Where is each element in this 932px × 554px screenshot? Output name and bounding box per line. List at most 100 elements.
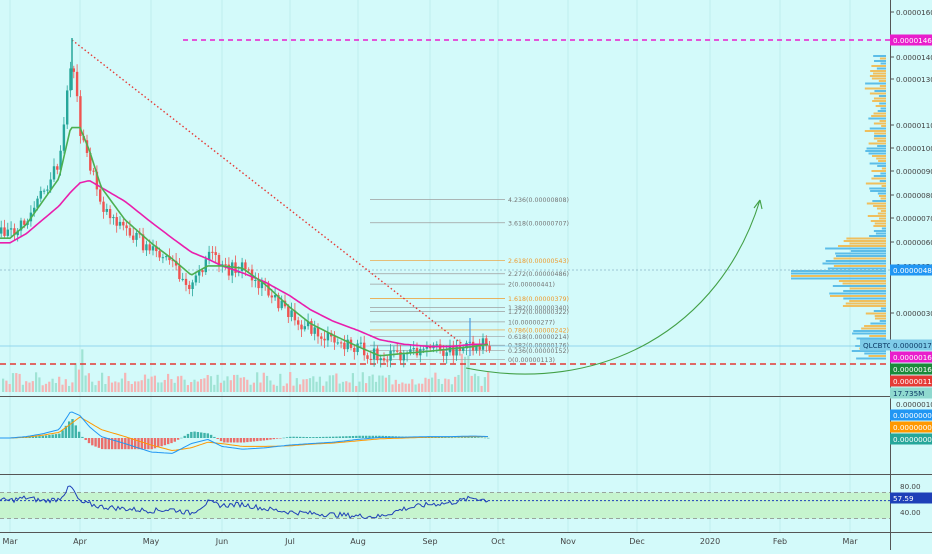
- volume-profile-bar: [829, 292, 886, 295]
- price-label-crosshair-box: [890, 264, 932, 276]
- volume-bar: [460, 353, 463, 392]
- macd-histogram-bar: [157, 438, 160, 448]
- projection-arrow[interactable]: [465, 199, 763, 375]
- candle-body: [19, 220, 23, 231]
- macd-histogram-bar: [167, 438, 170, 445]
- macd-histogram-bar: [176, 438, 180, 440]
- volume-profile-bar: [879, 120, 886, 122]
- y-tick-label: 0.00001000: [896, 144, 932, 153]
- volume-profile-bar: [791, 270, 886, 272]
- y-tick-label: 0.00001400: [896, 53, 932, 62]
- dotted-trend-line[interactable]: [71, 39, 471, 351]
- volume-bar: [91, 381, 94, 392]
- x-tick-label: Mar: [2, 537, 18, 546]
- candle-body: [214, 252, 217, 255]
- volume-profile-bar: [874, 315, 886, 317]
- volume-profile-bar: [877, 192, 886, 195]
- macd-line: [0, 411, 489, 454]
- volume-profile-bar: [873, 97, 886, 100]
- candle-body: [346, 339, 349, 350]
- candle-body: [178, 265, 181, 280]
- volume-profile-bar: [871, 170, 886, 172]
- fib-level-label: 2(0.00000441): [508, 282, 555, 289]
- candle-body: [435, 344, 438, 346]
- macd-histogram-bar: [84, 438, 87, 441]
- candle-body: [92, 170, 95, 172]
- volume-bar: [97, 380, 100, 392]
- volume-profile-bar: [845, 302, 886, 305]
- candle-body: [402, 354, 405, 361]
- candle-body: [148, 244, 151, 251]
- candle-body: [56, 166, 59, 170]
- candle-body: [135, 232, 138, 240]
- volume-bar: [186, 385, 189, 392]
- macd-histogram-bar: [160, 438, 163, 447]
- slow-moving-average: [0, 180, 488, 348]
- candle-body: [277, 295, 280, 309]
- price-label-crosshair: 0.00000486: [893, 266, 932, 275]
- macd-histogram-bar: [130, 438, 134, 450]
- fibonacci-extension[interactable]: 4.236(0.00000808) 3.618(0.00000707) 2.618(…: [370, 197, 569, 364]
- volume-profile-bar: [836, 255, 886, 257]
- volume-bar: [209, 376, 213, 392]
- candle-body: [366, 355, 369, 359]
- volume-bar: [38, 377, 41, 392]
- volume-profile-bar: [838, 280, 886, 282]
- volume-bar: [242, 377, 246, 392]
- macd-histogram-bar: [285, 437, 289, 438]
- fib-level-label: 4.236(0.00000808): [508, 197, 569, 204]
- price-label-last-box: [890, 339, 932, 351]
- volume-bar: [318, 376, 321, 392]
- macd-histogram-bar: [213, 436, 216, 438]
- macd-histogram-bar: [338, 436, 341, 438]
- volume-bar: [134, 381, 137, 392]
- volume-bar: [368, 376, 371, 392]
- macd-histogram-bar: [282, 437, 285, 439]
- volume-bar: [335, 373, 338, 392]
- macd-histogram-bar: [269, 438, 272, 440]
- volume-bar: [470, 375, 473, 392]
- volume-profile-bar: [864, 87, 886, 90]
- volume-profile-bar: [881, 167, 886, 170]
- volume-profile-bar: [864, 352, 886, 355]
- volume-bars: [2, 349, 490, 392]
- volume-profile-bar: [873, 122, 886, 125]
- candle-body: [320, 336, 323, 339]
- volume-profile-bar: [870, 322, 886, 325]
- volume-bar: [427, 378, 430, 392]
- macd-histogram-bar: [150, 438, 153, 450]
- volume-bar: [21, 384, 24, 392]
- volume-profile-bar: [871, 177, 886, 180]
- horizontal-lines[interactable]: [0, 39, 890, 365]
- volume-bar: [394, 379, 397, 392]
- volume-bar: [437, 378, 440, 392]
- trend-line[interactable]: [71, 39, 471, 351]
- macd-histogram-bar: [173, 438, 176, 442]
- macd-histogram-bar: [58, 433, 61, 438]
- volume-bar: [374, 381, 378, 392]
- volume-profile-bar: [870, 70, 886, 72]
- candle-body: [306, 321, 310, 327]
- candle-body: [270, 295, 273, 298]
- macd-histogram-bar: [51, 434, 54, 438]
- rsi-label-box: [890, 492, 932, 504]
- volume-profile-bar: [881, 185, 886, 187]
- macd-histogram-bar: [28, 436, 31, 438]
- y-tick-label: 0.00001100: [896, 121, 932, 130]
- projection-curve[interactable]: [465, 199, 761, 375]
- volume-profile-bar: [843, 297, 886, 300]
- fib-level-label: 1(0.00000277): [508, 319, 555, 326]
- candle-body: [115, 217, 118, 226]
- y-tick-label: 0.00000600: [896, 238, 932, 247]
- macd-histogram-bar: [120, 438, 124, 450]
- candle-body: [122, 221, 125, 226]
- macd-histogram-bar: [256, 438, 259, 442]
- macd-histogram-bar: [437, 437, 440, 438]
- volume-profile-bar: [874, 222, 886, 225]
- volume-bar: [223, 380, 226, 392]
- symbol-label: QLCBTC: [863, 341, 892, 350]
- volume-bar: [193, 379, 196, 392]
- macd-histogram-bar: [473, 437, 477, 438]
